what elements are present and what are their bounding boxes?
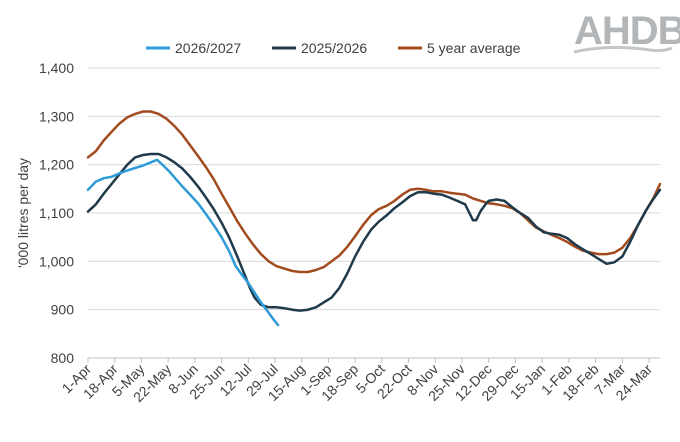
y-tick-label: 1,000 xyxy=(39,253,74,269)
x-axis-ticks: 1-Apr18-Apr5-May22-May8-Jun25-Jun12-Jul2… xyxy=(59,358,655,405)
ahdb-logo: AHDB xyxy=(573,9,680,54)
y-axis-ticks: 800 900 1,000 1,100 1,200 1,300 1,400 xyxy=(39,60,74,366)
y-tick-label: 900 xyxy=(51,302,75,318)
y-tick-label: 1,400 xyxy=(39,60,74,76)
legend-label: 2026/2027 xyxy=(175,40,241,56)
series-line-0 xyxy=(86,158,280,327)
logo-swoosh xyxy=(573,45,673,54)
y-axis-label: '000 litres per day xyxy=(15,158,31,268)
series-lines xyxy=(86,110,662,327)
legend-label: 2025/2026 xyxy=(301,40,367,56)
y-tick-label: 1,200 xyxy=(39,157,74,173)
y-tick-label: 800 xyxy=(51,350,75,366)
series-line-2 xyxy=(86,110,662,274)
y-tick-label: 1,100 xyxy=(39,205,74,221)
y-tick-label: 1,300 xyxy=(39,108,74,124)
logo-text: AHDB xyxy=(574,9,680,53)
legend: 2026/2027 2025/2026 5 year average xyxy=(146,40,521,56)
series-line-1 xyxy=(86,152,662,312)
legend-label: 5 year average xyxy=(427,40,521,56)
gridlines xyxy=(88,67,660,311)
